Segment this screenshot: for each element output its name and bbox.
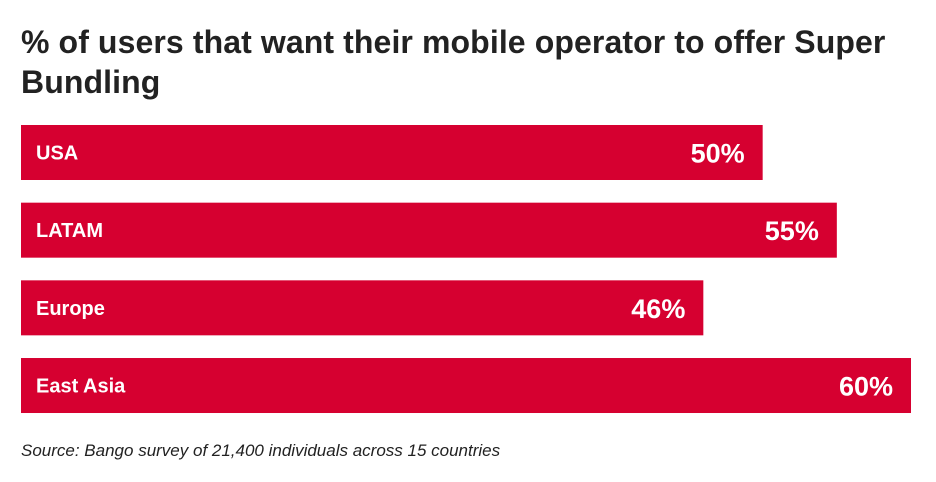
bar-group-latam: LATAM 55% <box>21 202 837 258</box>
chart-title: % of users that want their mobile operat… <box>21 24 886 100</box>
bar <box>21 358 911 414</box>
value-label: 55% <box>765 216 819 246</box>
category-label: USA <box>36 143 78 165</box>
bar <box>21 125 763 180</box>
value-label: 60% <box>839 372 893 402</box>
bar <box>21 202 837 258</box>
bar-group-europe: Europe 46% <box>21 280 704 336</box>
category-label: East Asia <box>36 376 126 398</box>
category-label: Europe <box>36 298 105 320</box>
category-label: LATAM <box>36 220 103 242</box>
bar <box>21 280 704 336</box>
value-label: 46% <box>631 294 685 324</box>
bar-group-east-asia: East Asia 60% <box>21 358 911 414</box>
bar-group-usa: USA 50% <box>21 125 763 180</box>
value-label: 50% <box>691 139 745 169</box>
source-note: Source: Bango survey of 21,400 individua… <box>21 441 501 460</box>
